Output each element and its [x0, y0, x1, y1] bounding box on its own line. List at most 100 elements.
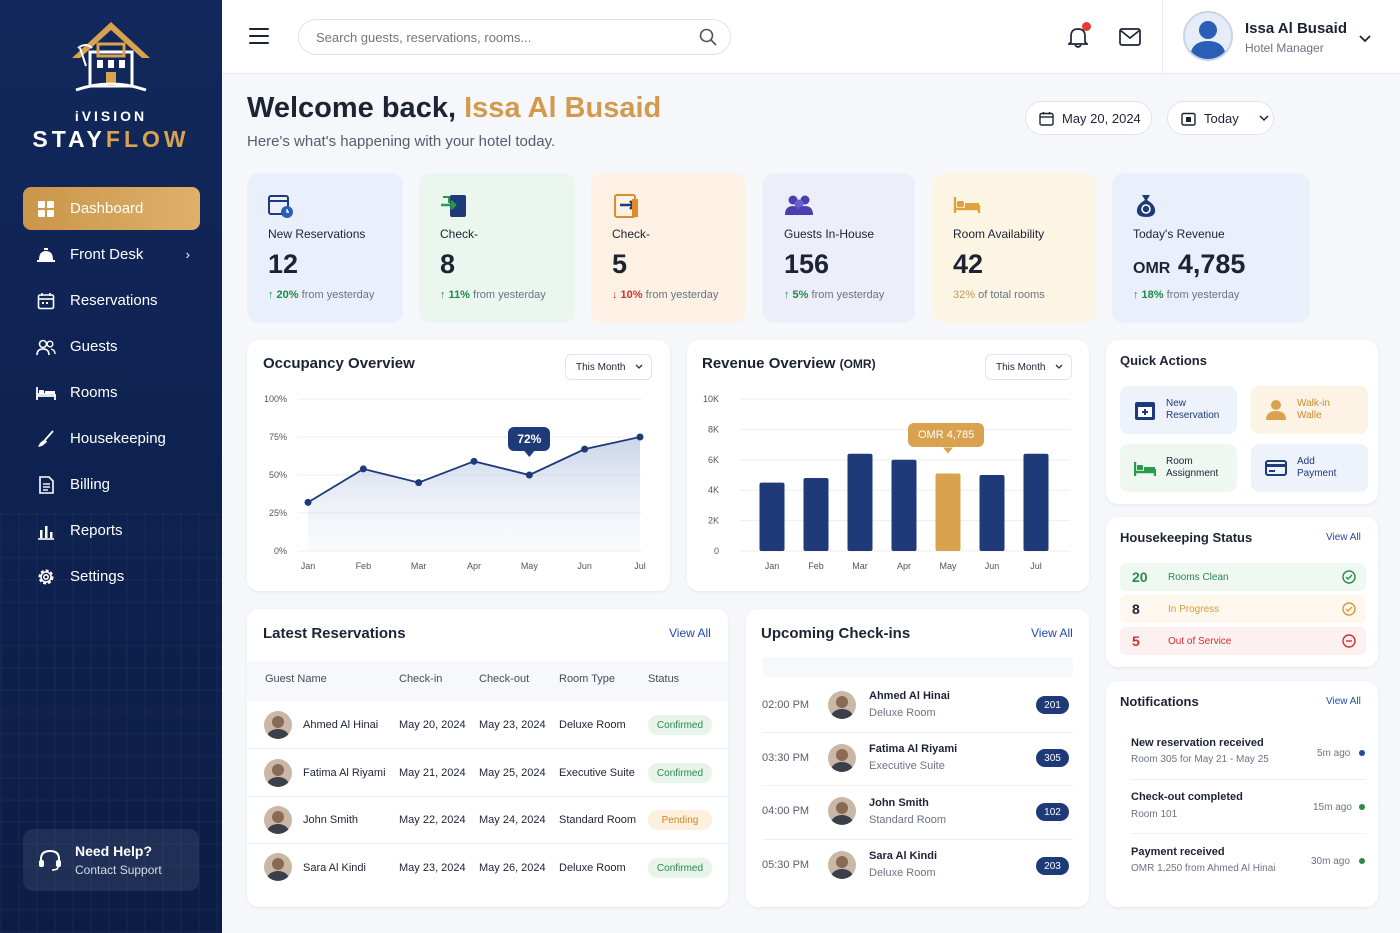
revenue-title: Revenue Overview (OMR) — [702, 355, 876, 372]
sidebar-item-dashboard[interactable]: Dashboard — [23, 187, 200, 230]
housekeeping-row-clean[interactable]: 20 Rooms Clean — [1120, 563, 1366, 591]
room-number-badge: 203 — [1036, 857, 1069, 875]
y-tick-label: 4K — [708, 485, 719, 495]
new-reservation-button[interactable]: New Reservation — [1120, 386, 1237, 434]
x-tick-label: Jan — [765, 561, 780, 571]
sidebar-item-housekeeping[interactable]: Housekeeping — [23, 417, 200, 460]
occupancy-filter[interactable]: This Month — [565, 354, 653, 380]
sidebar-item-guests[interactable]: Guests — [23, 325, 200, 368]
calendar-icon — [1039, 111, 1054, 126]
group-icon — [784, 193, 915, 221]
stat-card-room-availability[interactable]: Room Availability 42 32% of total rooms — [932, 173, 1095, 323]
headset-icon — [37, 847, 63, 873]
bar — [979, 475, 1005, 551]
chevron-right-icon: › — [185, 247, 190, 262]
stat-card-guests-in-house[interactable]: Guests In-House 156 ↑ 5% from yesterday — [763, 173, 915, 323]
bar — [803, 478, 829, 551]
avatar — [264, 711, 292, 739]
notification-bell-icon[interactable] — [1066, 26, 1090, 53]
divider — [762, 732, 1073, 733]
occupancy-panel: Occupancy Overview This Month 0% 25% 50% 75… — [247, 340, 670, 591]
search-input[interactable] — [298, 19, 731, 55]
stat-value: 156 — [784, 249, 830, 279]
room-assignment-button[interactable]: Room Assignment — [1120, 444, 1237, 492]
user-name[interactable]: Issa Al Busaid — [1245, 20, 1347, 37]
stat-trend: ↑ 11% from yesterday — [440, 289, 546, 301]
status-badge: Confirmed — [648, 858, 712, 878]
help-title: Need Help? — [75, 843, 153, 859]
sidebar-nav: Dashboard Front Desk › Reservations Gues… — [23, 187, 200, 601]
revenue-panel: Revenue Overview (OMR) This Month 0 2K 4K 6… — [687, 340, 1089, 591]
divider — [1131, 779, 1366, 780]
calendar-clock-icon — [268, 193, 403, 221]
stat-label: Room Availability — [953, 227, 1045, 241]
users-icon — [36, 337, 56, 357]
y-tick-label: 0 — [714, 546, 719, 556]
chevron-down-icon[interactable] — [1359, 30, 1371, 48]
menu-icon[interactable] — [249, 28, 269, 49]
revenue-filter[interactable]: This Month — [985, 354, 1073, 380]
housekeeping-view-all-link[interactable]: View All — [1326, 532, 1361, 543]
add-payment-button[interactable]: Add Payment — [1251, 444, 1368, 492]
grid-icon — [36, 199, 56, 219]
x-tick-label: Mar — [852, 561, 868, 571]
table-header — [247, 661, 728, 701]
data-point — [359, 465, 367, 473]
sidebar-item-rooms[interactable]: Rooms — [23, 371, 200, 414]
broom-icon — [36, 429, 56, 449]
data-point — [470, 457, 478, 465]
brand-line1: iVISION — [74, 108, 148, 124]
y-tick-label: 10K — [703, 394, 719, 404]
housekeeping-row-in-progress[interactable]: 8 In Progress — [1120, 595, 1366, 623]
notifications-view-all-link[interactable]: View All — [1326, 696, 1361, 707]
stat-card-check-out[interactable]: Check- 5 ↓ 10% from yesterday — [591, 173, 746, 323]
chevron-down-icon — [1056, 364, 1063, 369]
upcoming-checkins-panel: Upcoming Check-ins View All 02:00 PM Ahm… — [746, 609, 1089, 907]
x-tick-label: Jul — [634, 561, 646, 571]
y-tick-label: 25% — [269, 508, 287, 518]
x-tick-label: May — [521, 561, 539, 571]
divider — [762, 839, 1073, 840]
calendar-add-icon — [1134, 399, 1156, 421]
reservations-view-all-link[interactable]: View All — [669, 626, 711, 640]
checkins-view-all-link[interactable]: View All — [1031, 626, 1073, 640]
check-circle-icon — [1342, 570, 1356, 584]
walk-in-button[interactable]: Walk-in Walle — [1251, 386, 1368, 434]
room-number-badge: 102 — [1036, 803, 1069, 821]
avatar[interactable] — [1183, 11, 1233, 61]
mail-icon[interactable] — [1119, 28, 1141, 51]
range-select[interactable]: Today — [1167, 101, 1274, 135]
checkins-title: Upcoming Check-ins — [761, 625, 911, 642]
sidebar-item-settings[interactable]: Settings — [23, 555, 200, 598]
y-tick-label: 75% — [269, 432, 287, 442]
stat-card-new-reservations[interactable]: New Reservations 12 ↑ 20% from yesterday — [247, 173, 403, 323]
search-icon[interactable] — [699, 28, 717, 51]
bar — [759, 482, 785, 551]
notifications-title: Notifications — [1120, 694, 1199, 709]
housekeeping-row-out-of-service[interactable]: 5 Out of Service — [1120, 627, 1366, 655]
bed-icon — [1134, 459, 1156, 477]
data-point — [415, 479, 423, 487]
column-header: Status — [648, 673, 680, 685]
sidebar-item-label: Housekeeping — [70, 430, 166, 447]
sidebar-item-label: Billing — [70, 476, 111, 493]
data-point — [581, 445, 589, 453]
brand-name: STAYFLOW — [32, 126, 190, 152]
stat-card-check-in[interactable]: Check- 8 ↑ 11% from yesterday — [419, 173, 575, 323]
sidebar-item-label: Front Desk — [70, 246, 144, 263]
x-tick-label: Feb — [808, 561, 824, 571]
divider — [247, 843, 728, 844]
stat-label: Guests In-House — [784, 227, 875, 241]
data-point — [636, 433, 644, 441]
date-picker[interactable]: May 20, 2024 — [1025, 101, 1152, 135]
sidebar-item-reservations[interactable]: Reservations — [23, 279, 200, 322]
sidebar-item-reports[interactable]: Reports — [23, 509, 200, 552]
sidebar-item-front-desk[interactable]: Front Desk › — [23, 233, 200, 276]
help-card[interactable]: Need Help? Contact Support — [23, 829, 199, 891]
sidebar-item-billing[interactable]: Billing — [23, 463, 200, 506]
invoice-icon — [36, 475, 56, 495]
unread-dot — [1359, 750, 1365, 756]
stat-card-todays-revenue[interactable]: Today's Revenue OMR 4,785 ↑ 18% from yes… — [1112, 173, 1310, 323]
stat-label: Check- — [612, 227, 651, 241]
brand-logo[interactable]: iVISION STAYFLOW — [0, 18, 222, 153]
